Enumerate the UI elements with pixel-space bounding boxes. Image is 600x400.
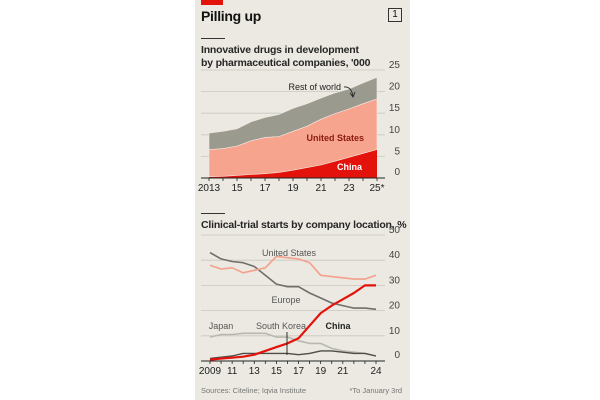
x-tick-label: 17 (259, 183, 271, 194)
x-tick-label: 11 (227, 366, 238, 377)
line-china (209, 284, 376, 361)
annotation-arrow (343, 86, 354, 97)
x-tick-label: 21 (337, 366, 349, 377)
x-tick-label: 15 (231, 183, 243, 194)
y-tick-label: 10 (389, 125, 401, 136)
top-chart-rule (201, 38, 225, 39)
label-japan: Japan (209, 321, 234, 331)
line-united-states (209, 255, 377, 280)
x-tick-label: 19 (287, 183, 299, 194)
chart-title: Pilling up (201, 8, 261, 24)
y-tick-label: 10 (389, 326, 401, 337)
y-tick-label: 20 (389, 301, 401, 312)
top-chart-subtitle: Innovative drugs in development by pharm… (201, 44, 371, 69)
x-tick-label: 23 (343, 183, 355, 194)
bottom-chart-rule (201, 213, 225, 214)
y-tick-label: 5 (394, 146, 400, 157)
label-china: China (325, 321, 351, 331)
y-tick-label: 0 (394, 167, 400, 178)
y-tick-label: 0 (394, 350, 400, 361)
x-tick-label: 25* (369, 183, 384, 194)
bottom-line-chart: 0 10 20 30 40 50 2009 11 13 15 17 19 21 24 United Stat… (199, 225, 401, 377)
y-tick-label: 15 (389, 103, 401, 114)
area-rest-of-world (208, 76, 378, 150)
label-europe: Europe (271, 295, 300, 305)
label-united-states: United States (306, 133, 364, 143)
label-united-states: United States (262, 248, 317, 258)
label-south-korea: South Korea (256, 321, 306, 331)
line-south-korea (209, 350, 377, 360)
label-china: China (337, 162, 363, 172)
top-area-chart: 0 5 10 15 20 25 2013 15 17 19 21 23 25* China United S… (198, 60, 401, 194)
chart-panel: Pilling up 1 Innovative drugs in develop… (195, 0, 410, 400)
y-tick-label: 40 (389, 250, 401, 261)
chart-number-badge: 1 (388, 8, 402, 22)
y-tick-label: 25 (389, 60, 401, 71)
x-tick-label: 19 (315, 366, 327, 377)
y-tick-label: 20 (389, 82, 401, 93)
x-tick-label: 17 (293, 366, 305, 377)
x-tick-label: 13 (249, 366, 261, 377)
area-china (209, 149, 377, 178)
line-japan (209, 332, 377, 357)
bottom-chart-subtitle: Clinical-trial starts by company locatio… (201, 219, 407, 231)
x-tick-label: 21 (315, 183, 327, 194)
arrowhead-icon (349, 91, 356, 98)
x-tick-label: 2013 (198, 183, 221, 194)
footnote: *To January 3rd (349, 386, 402, 395)
y-tick-label: 30 (389, 275, 401, 286)
y-tick-label: 50 (389, 225, 401, 236)
sources-note: Sources: Citeline; Iqvia Institute (201, 386, 307, 395)
brand-tag (201, 0, 223, 5)
x-tick-label: 15 (271, 366, 283, 377)
x-tick-label: 24 (370, 366, 382, 377)
label-rest-of-world: Rest of world (288, 82, 341, 92)
x-tick-label: 2009 (199, 366, 222, 377)
line-europe (209, 251, 377, 311)
